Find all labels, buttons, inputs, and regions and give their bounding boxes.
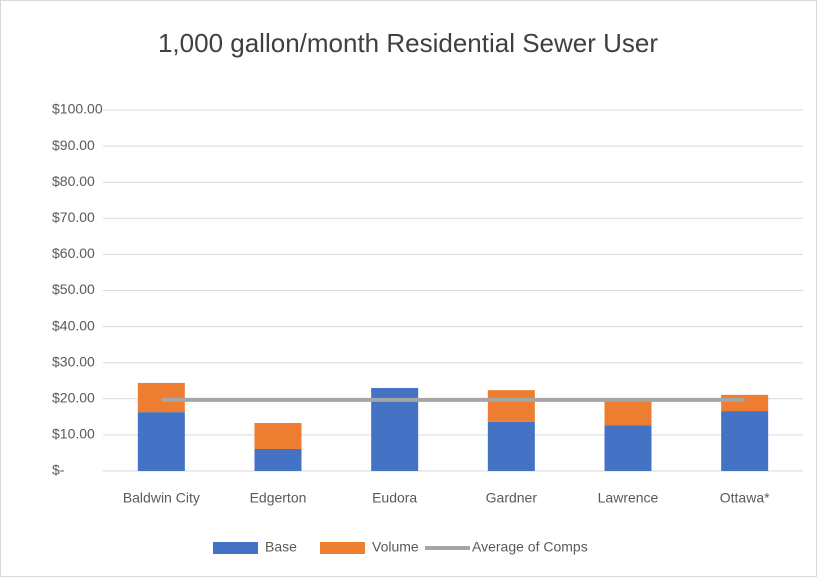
chart-title: 1,000 gallon/month Residential Sewer Use… bbox=[158, 28, 658, 58]
y-tick-label: $30.00 bbox=[52, 353, 95, 369]
y-tick-label: $- bbox=[52, 462, 65, 478]
legend-label: Average of Comps bbox=[472, 539, 588, 555]
bar-segment bbox=[254, 448, 302, 471]
y-tick-label: $50.00 bbox=[52, 281, 95, 297]
legend-swatch bbox=[213, 542, 258, 554]
bar-segment bbox=[137, 412, 185, 471]
bar-segment bbox=[487, 421, 535, 471]
x-tick-label: Eudora bbox=[372, 490, 417, 506]
bar-segment bbox=[604, 400, 652, 426]
bar-segment bbox=[254, 422, 302, 449]
y-tick-label: $100.00 bbox=[52, 101, 103, 117]
y-tick-label: $90.00 bbox=[52, 137, 95, 153]
bar-segment bbox=[721, 411, 769, 471]
x-tick-label: Lawrence bbox=[598, 490, 659, 506]
y-tick-label: $20.00 bbox=[52, 390, 95, 406]
legend-label: Volume bbox=[372, 539, 419, 555]
x-tick-label: Gardner bbox=[486, 490, 538, 506]
y-tick-label: $40.00 bbox=[52, 317, 95, 333]
y-tick-label: $80.00 bbox=[52, 173, 95, 189]
y-tick-label: $70.00 bbox=[52, 209, 95, 225]
x-tick-label: Edgerton bbox=[250, 490, 307, 506]
legend-label: Base bbox=[265, 539, 297, 555]
x-tick-label: Ottawa* bbox=[720, 490, 770, 506]
y-tick-label: $60.00 bbox=[52, 245, 95, 261]
bar-segment bbox=[721, 394, 769, 412]
bar-segment bbox=[137, 382, 185, 413]
legend-swatch bbox=[320, 542, 365, 554]
bar-segment bbox=[604, 425, 652, 471]
x-tick-label: Baldwin City bbox=[123, 490, 200, 506]
bar-segment bbox=[487, 390, 535, 422]
y-tick-label: $10.00 bbox=[52, 426, 95, 442]
